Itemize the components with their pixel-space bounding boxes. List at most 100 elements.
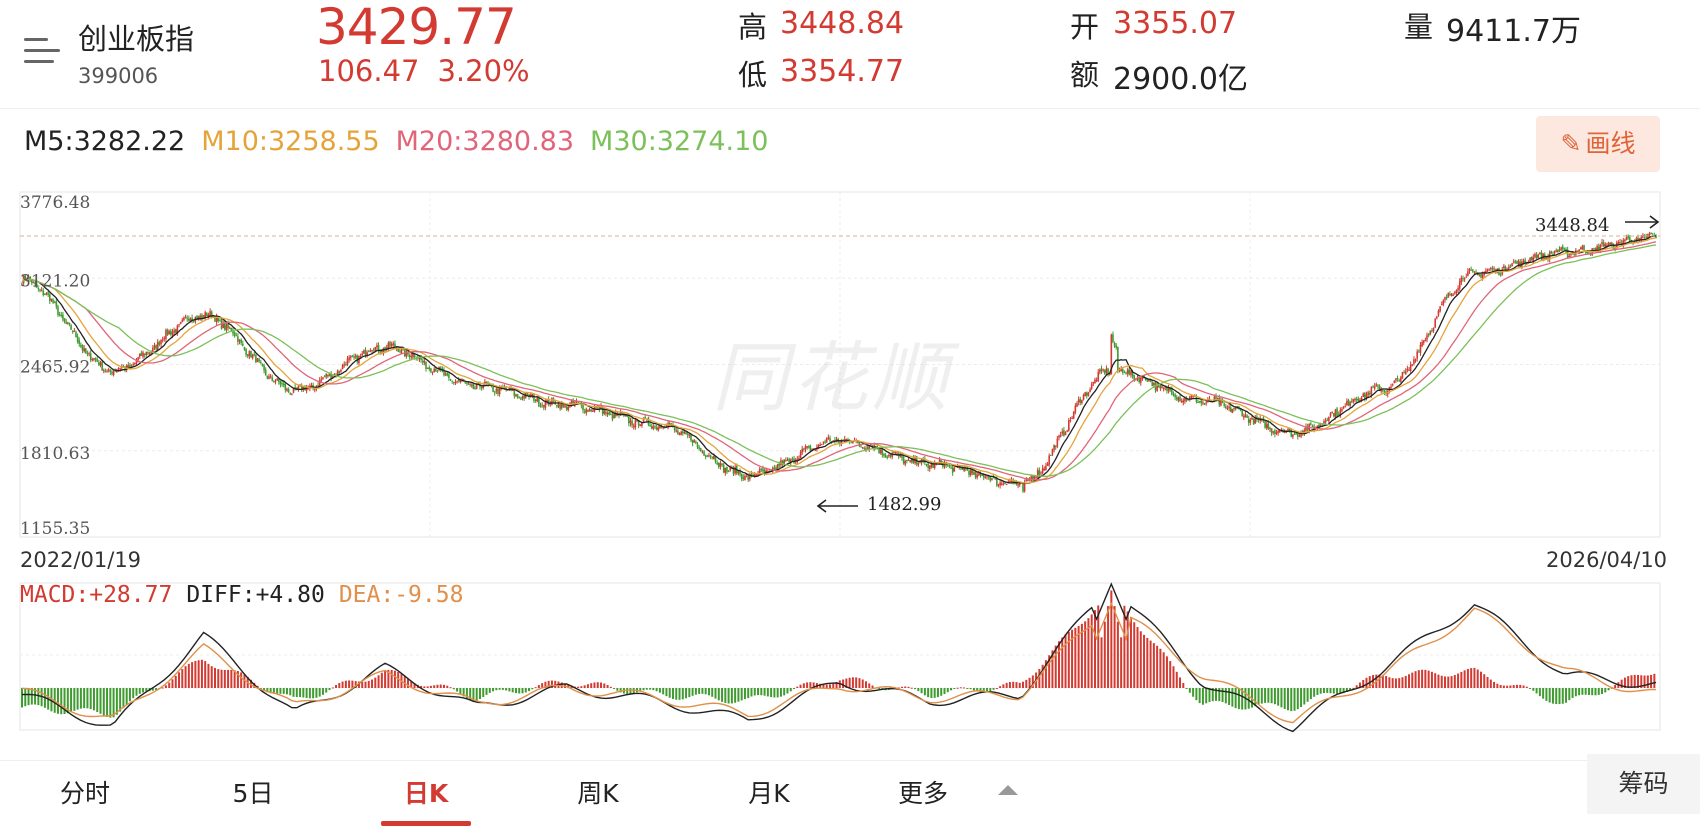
macd-bar bbox=[223, 669, 226, 688]
candle-body bbox=[1650, 232, 1652, 235]
draw-line-button[interactable]: ✎ 画线 bbox=[1536, 116, 1660, 172]
macd-bar bbox=[809, 682, 812, 688]
candle-body bbox=[1118, 370, 1121, 372]
candle-body bbox=[1529, 257, 1531, 262]
tab-intraday[interactable]: 分时 bbox=[59, 779, 110, 808]
caret-up-icon[interactable] bbox=[998, 785, 1018, 795]
macd-bar bbox=[1224, 688, 1227, 704]
macd-bar bbox=[1627, 676, 1630, 688]
candle-body bbox=[1117, 346, 1119, 372]
candle-body bbox=[1089, 389, 1091, 392]
candle-body bbox=[498, 387, 501, 395]
candle-body bbox=[811, 448, 813, 451]
candle-body bbox=[322, 377, 324, 380]
candle-body bbox=[138, 353, 141, 357]
candle-body bbox=[968, 470, 970, 475]
candle-body bbox=[297, 385, 300, 390]
chip-distribution-button[interactable]: 筹码 bbox=[1587, 754, 1700, 814]
candle-body bbox=[436, 370, 439, 372]
candle-body bbox=[1633, 241, 1636, 243]
candle-body bbox=[451, 380, 453, 382]
macd-bar bbox=[1578, 688, 1581, 696]
candle-body bbox=[289, 393, 292, 395]
candle-body bbox=[556, 405, 558, 407]
candle-body bbox=[515, 394, 517, 396]
macd-bar bbox=[770, 688, 773, 698]
candle-body bbox=[1092, 382, 1095, 384]
candle-body bbox=[996, 478, 998, 486]
candle-body bbox=[143, 353, 146, 355]
candle-body bbox=[899, 454, 902, 457]
candle-body bbox=[1244, 414, 1247, 418]
candle-body bbox=[1002, 483, 1005, 485]
candle-body bbox=[1103, 370, 1106, 374]
candle-body bbox=[330, 373, 332, 379]
candle-body bbox=[31, 278, 33, 283]
candle-body bbox=[1503, 265, 1505, 269]
candle-body bbox=[1642, 236, 1644, 238]
candle-body bbox=[1130, 371, 1132, 375]
macd-bar bbox=[829, 684, 832, 688]
macd-bar bbox=[1584, 688, 1587, 695]
macd-bar bbox=[433, 685, 436, 688]
candle-body bbox=[1190, 395, 1193, 397]
macd-bar bbox=[724, 688, 727, 703]
candle-body bbox=[587, 409, 589, 412]
candle-body bbox=[112, 371, 115, 376]
macd-bar bbox=[1031, 675, 1034, 688]
macd-bar bbox=[125, 688, 128, 705]
macd-bar bbox=[1133, 622, 1136, 688]
candle-body bbox=[534, 400, 537, 402]
tab-monthly-k[interactable]: 月K bbox=[748, 779, 790, 808]
candle-body bbox=[1367, 392, 1369, 396]
candle-body bbox=[1372, 386, 1374, 388]
candle-body bbox=[480, 386, 483, 388]
candle-body bbox=[1123, 372, 1126, 374]
candle-body bbox=[703, 451, 705, 456]
macd-bar bbox=[1234, 688, 1237, 709]
candle-body bbox=[161, 339, 164, 341]
macd-bar bbox=[328, 688, 331, 691]
candle-body bbox=[408, 355, 411, 358]
macd-bar bbox=[1408, 674, 1411, 688]
macd-bar bbox=[995, 687, 998, 689]
candle-body bbox=[840, 441, 843, 444]
kline-chart[interactable]: 3776.48 3121.20 2465.92 1810.63 1155.35 3448… bbox=[0, 0, 1700, 740]
candle-body bbox=[1383, 391, 1386, 393]
candle-body bbox=[1112, 334, 1114, 342]
tab-weekly-k[interactable]: 周K bbox=[577, 779, 619, 808]
candle-body bbox=[1215, 395, 1217, 399]
macd-bar bbox=[989, 688, 992, 692]
candle-body bbox=[1499, 274, 1502, 276]
candle-body bbox=[649, 425, 651, 427]
candle-body bbox=[111, 372, 113, 374]
tab-5day[interactable]: 5日 bbox=[232, 779, 274, 808]
macd-bar bbox=[1607, 688, 1610, 691]
candle-body bbox=[343, 364, 346, 366]
candle-body bbox=[1202, 402, 1204, 404]
candle-body bbox=[737, 471, 740, 474]
candle-body bbox=[673, 427, 676, 431]
chart-grid bbox=[19, 191, 1661, 538]
candle-body bbox=[1378, 385, 1381, 391]
candle-body bbox=[1210, 400, 1212, 402]
candle-body bbox=[520, 398, 522, 400]
candle-body bbox=[1198, 400, 1201, 402]
macd-bar bbox=[423, 686, 426, 688]
menu-icon[interactable] bbox=[24, 36, 60, 68]
candle-body bbox=[76, 336, 79, 342]
macd-bar bbox=[99, 688, 102, 714]
macd-bar bbox=[227, 669, 230, 688]
tab-daily-k[interactable]: 日K bbox=[403, 779, 449, 808]
tab-more[interactable]: 更多 bbox=[897, 779, 948, 808]
macd-bar bbox=[92, 688, 95, 711]
candle-body bbox=[1027, 479, 1029, 481]
candle-body bbox=[1328, 417, 1330, 422]
macd-bar bbox=[315, 688, 318, 698]
candle-body bbox=[927, 464, 929, 468]
candle-body bbox=[1290, 430, 1293, 437]
candle-body bbox=[206, 313, 208, 317]
candle-body bbox=[1563, 248, 1566, 250]
candle-body bbox=[930, 464, 933, 468]
candle-body bbox=[1085, 392, 1088, 396]
